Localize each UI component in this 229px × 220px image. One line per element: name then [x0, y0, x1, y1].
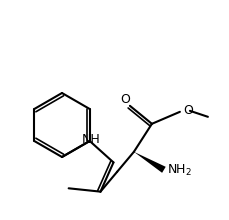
- Text: NH$_2$: NH$_2$: [166, 163, 191, 178]
- Text: O: O: [182, 104, 192, 117]
- Polygon shape: [133, 152, 165, 173]
- Text: O: O: [120, 93, 129, 106]
- Text: NH: NH: [81, 133, 100, 146]
